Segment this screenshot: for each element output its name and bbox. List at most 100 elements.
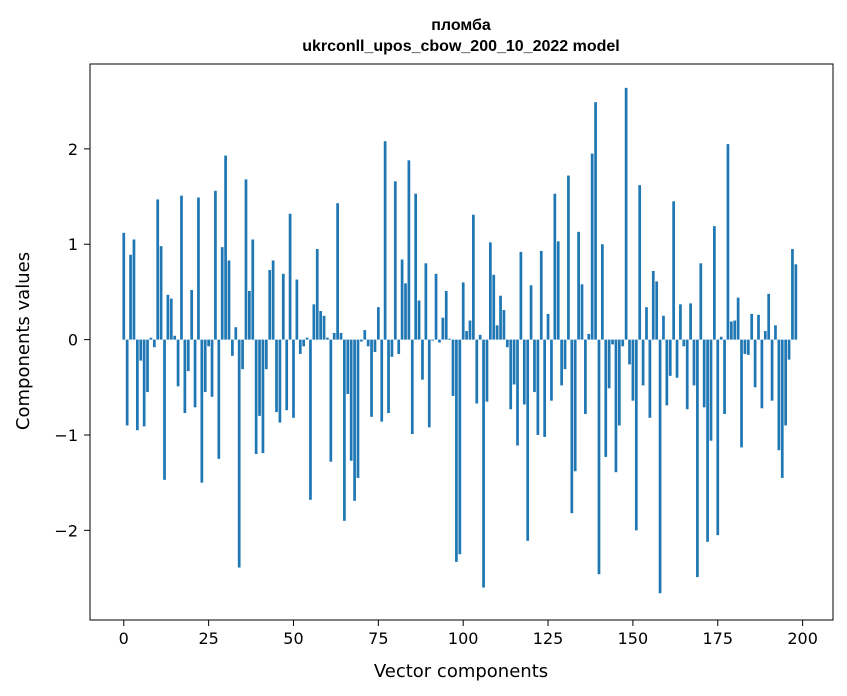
bar-10	[156, 199, 160, 340]
bar-96	[448, 338, 451, 340]
bar-41	[261, 339, 265, 454]
bar-167	[689, 303, 692, 340]
y-tick-label: −1	[54, 426, 78, 445]
bar-50	[292, 339, 295, 418]
bar-148	[624, 87, 628, 340]
bar-103	[472, 214, 475, 340]
bar-173	[709, 339, 713, 441]
bar-109	[492, 274, 496, 340]
bar-95	[444, 290, 448, 340]
bar-119	[526, 339, 530, 541]
bar-192	[774, 325, 777, 340]
bar-53	[302, 339, 306, 347]
bar-180	[733, 320, 737, 340]
bar-121	[533, 339, 536, 393]
bar-54	[305, 337, 309, 340]
bar-15	[173, 335, 177, 340]
bar-40	[258, 339, 261, 416]
bar-155	[648, 339, 652, 418]
bar-144	[611, 339, 614, 345]
x-tick-label: 200	[787, 629, 818, 648]
bar-61	[329, 339, 333, 462]
bar-46	[278, 339, 282, 423]
plot-frame	[89, 63, 834, 621]
bar-8	[149, 337, 153, 340]
bar-153	[641, 339, 645, 386]
bar-52	[298, 339, 302, 354]
bar-108	[488, 242, 492, 340]
bar-19	[186, 339, 190, 372]
bar-196	[787, 339, 791, 360]
bar-169	[696, 339, 699, 578]
bar-107	[485, 339, 489, 402]
x-tick-label: 25	[198, 629, 218, 648]
bar-131	[567, 175, 570, 340]
bar-143	[607, 339, 611, 389]
bar-1	[125, 339, 129, 426]
bar-187	[757, 314, 760, 340]
bar-89	[424, 263, 428, 340]
bar-136	[584, 339, 587, 415]
x-tick-label: 50	[283, 629, 303, 648]
x-tick-label: 175	[702, 629, 733, 648]
bar-69	[356, 339, 360, 478]
bar-162	[672, 201, 675, 340]
bar-7	[146, 339, 149, 393]
bar-138	[590, 153, 594, 340]
bar-113	[505, 339, 509, 348]
bar-185	[750, 313, 754, 340]
bar-5	[139, 339, 143, 361]
bar-175	[716, 339, 720, 536]
bar-171	[702, 339, 706, 408]
bar-110	[495, 325, 499, 340]
bar-186	[753, 339, 757, 388]
bar-152	[638, 185, 642, 340]
bar-82	[400, 259, 404, 340]
bar-177	[723, 339, 726, 415]
bar-102	[468, 320, 472, 340]
bar-18	[183, 339, 187, 414]
bar-30	[224, 155, 227, 340]
bar-84	[407, 160, 411, 340]
bar-86	[414, 193, 418, 340]
bar-195	[784, 339, 788, 426]
bar-43	[268, 270, 272, 340]
bar-159	[662, 315, 665, 340]
bar-58	[319, 311, 322, 340]
bar-164	[679, 304, 682, 340]
bar-115	[512, 339, 516, 385]
bar-129	[560, 339, 563, 386]
bar-3	[132, 239, 136, 340]
bar-158	[658, 339, 662, 594]
bar-122	[536, 339, 540, 435]
x-ticks-group: 0 25 50 75 100 125 150 175 200	[119, 620, 818, 648]
bar-75	[376, 307, 380, 340]
bar-176	[719, 336, 723, 340]
bar-194	[780, 339, 784, 478]
x-tick-label: 0	[119, 629, 129, 648]
bar-98	[455, 339, 458, 562]
bar-198	[794, 264, 798, 340]
bar-63	[336, 203, 339, 340]
bar-33	[234, 327, 238, 340]
chart-title: пломба	[431, 17, 491, 34]
bar-22	[197, 197, 200, 340]
bar-97	[451, 339, 455, 396]
bar-20	[190, 290, 194, 340]
bar-151	[634, 339, 638, 531]
bar-114	[509, 339, 513, 410]
bar-189	[763, 331, 767, 340]
bar-111	[499, 295, 502, 340]
bar-32	[231, 339, 234, 356]
bar-76	[380, 339, 384, 422]
bar-66	[346, 339, 350, 394]
bars-group	[122, 87, 798, 594]
bar-150	[631, 339, 635, 401]
x-axis-label: Vector components	[374, 661, 548, 682]
x-tick-label: 125	[533, 629, 564, 648]
bar-161	[668, 339, 672, 376]
bar-166	[685, 339, 689, 410]
bar-181	[736, 297, 740, 340]
bar-163	[675, 339, 679, 378]
bar-88	[421, 339, 424, 380]
